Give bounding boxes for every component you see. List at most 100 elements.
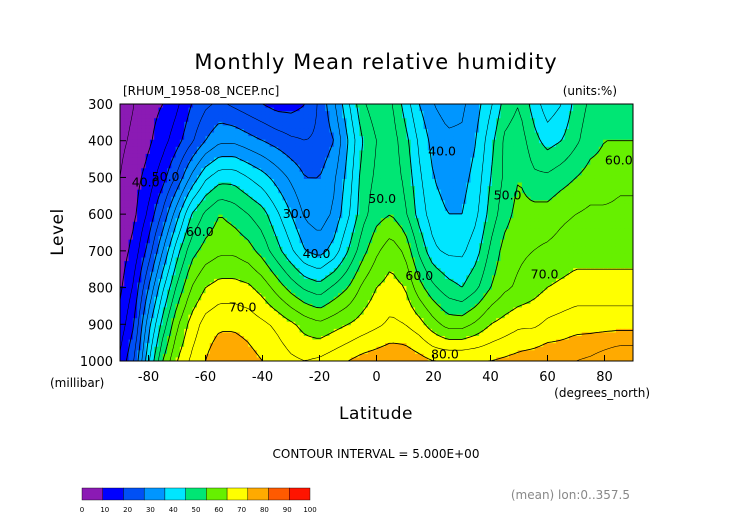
contour-cell — [414, 228, 420, 234]
contour-cell — [432, 153, 437, 159]
contour-cell — [269, 161, 275, 166]
contour-cell — [167, 178, 172, 184]
contour-cell — [205, 211, 211, 216]
contour-cell — [427, 232, 433, 237]
contour-cell — [132, 161, 138, 166]
contour-cell — [171, 171, 177, 176]
contour-cell — [496, 200, 502, 205]
contour-cell — [261, 128, 266, 134]
contour-cell — [355, 175, 360, 180]
contour-cell — [363, 196, 369, 201]
contour-cell — [568, 239, 574, 244]
contour-cell — [594, 128, 600, 134]
contour-cell — [444, 136, 450, 141]
contour-cell — [171, 178, 177, 184]
contour-cell — [551, 203, 557, 209]
contour-cell — [598, 114, 604, 119]
contour-cell — [607, 171, 613, 176]
contour-cell — [141, 228, 147, 234]
contour-cell — [346, 164, 352, 169]
contour-cell — [603, 186, 608, 191]
contour-cell — [167, 128, 172, 134]
contour-cell — [291, 246, 296, 251]
contour-cell — [367, 164, 373, 169]
contour-cell — [372, 211, 378, 216]
contour-cell — [145, 178, 151, 184]
contour-cell — [261, 168, 266, 173]
contour-cell — [615, 114, 621, 119]
contour-cell — [543, 111, 549, 116]
contour-cell — [201, 178, 207, 184]
contour-cell — [154, 211, 160, 216]
contour-cell — [615, 225, 621, 230]
contour-cell — [462, 193, 467, 198]
contour-cell — [444, 211, 450, 216]
contour-cell — [487, 200, 493, 205]
contour-cell — [295, 200, 301, 205]
contour-cell — [453, 225, 459, 230]
contour-cell — [137, 168, 142, 173]
contour-cell — [402, 164, 408, 169]
contour-cell — [470, 196, 476, 201]
contour-cell — [128, 114, 134, 119]
contour-cell — [457, 236, 463, 241]
contour-cell — [243, 111, 249, 116]
contour-cell — [184, 236, 190, 241]
contour-cell — [167, 236, 172, 241]
contour-cell — [402, 200, 408, 205]
contour-cell — [188, 186, 194, 191]
contour-cell — [509, 128, 514, 134]
contour-cell — [526, 178, 532, 184]
contour-cell — [556, 186, 561, 191]
contour-cell — [252, 139, 258, 144]
contour-cell — [124, 200, 130, 205]
contour-cell — [196, 150, 202, 155]
contour-cell — [137, 214, 142, 219]
contour-cell — [175, 211, 181, 216]
contour-cell — [346, 157, 352, 162]
contour-cell — [214, 171, 219, 176]
contour-cell — [598, 161, 604, 166]
contour-cell — [205, 193, 211, 198]
contour-cell — [192, 225, 198, 230]
contour-cell — [256, 153, 262, 159]
contour-cell — [209, 196, 215, 201]
contour-cell — [402, 114, 408, 119]
contour-cell — [543, 232, 549, 237]
contour-cell — [286, 175, 292, 180]
contour-cell — [466, 125, 472, 130]
contour-cell — [620, 221, 626, 226]
contour-cell — [564, 139, 570, 144]
contour-cell — [427, 221, 433, 226]
contour-cell — [320, 225, 326, 230]
contour-cell — [329, 153, 335, 159]
contour-cell — [543, 228, 549, 234]
contour-cell — [376, 243, 382, 248]
contour-cell — [329, 182, 335, 187]
contour-cell — [568, 196, 574, 201]
contour-cell — [410, 178, 416, 184]
contour-cell — [423, 203, 429, 209]
contour-cell — [338, 128, 343, 134]
contour-cell — [560, 125, 566, 130]
contour-cell — [444, 168, 450, 173]
contour-cell — [209, 200, 215, 205]
contour-cell — [286, 164, 292, 169]
contour-cell — [449, 207, 455, 212]
contour-cell — [261, 146, 266, 151]
contour-cell — [457, 239, 463, 244]
contour-cell — [261, 189, 266, 194]
contour-cell — [188, 107, 194, 112]
contour-cell — [466, 132, 472, 137]
contour-cell — [517, 114, 523, 119]
contour-cell — [624, 211, 630, 216]
contour-cell — [397, 175, 403, 180]
contour-cell — [453, 189, 459, 194]
contour-cell — [325, 139, 331, 144]
contour-cell — [513, 107, 519, 112]
contour-cell — [628, 139, 633, 144]
contour-cell — [171, 182, 177, 187]
contour-cell — [295, 139, 301, 144]
contour-cell — [308, 107, 313, 112]
contour-cell — [218, 164, 224, 169]
